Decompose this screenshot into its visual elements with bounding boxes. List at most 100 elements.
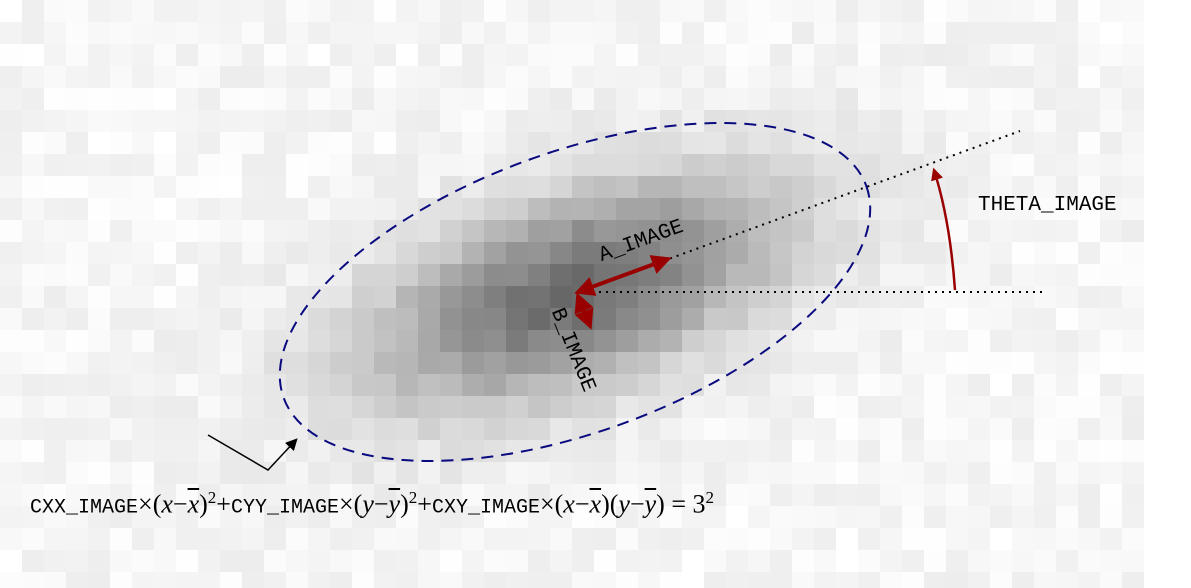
- pixel: [792, 506, 814, 528]
- pixel: [1056, 330, 1078, 352]
- pixel: [0, 374, 22, 396]
- pixel: [616, 506, 638, 528]
- pixel: [924, 484, 946, 506]
- pixel: [242, 462, 264, 484]
- pixel: [902, 88, 924, 110]
- pixel: [1034, 220, 1056, 242]
- pixel: [990, 88, 1012, 110]
- pixel: [858, 352, 880, 374]
- pixel: [374, 418, 396, 440]
- pixel: [308, 572, 330, 588]
- pixel: [990, 418, 1012, 440]
- pointer: [207, 434, 298, 471]
- pixel: [726, 462, 748, 484]
- pixel: [836, 528, 858, 550]
- pixel: [462, 396, 484, 418]
- pixel: [110, 22, 132, 44]
- pixel: [528, 176, 550, 198]
- pixel: [506, 66, 528, 88]
- pixel: [286, 462, 308, 484]
- pixel: [1056, 484, 1078, 506]
- pixel: [220, 44, 242, 66]
- pixel: [748, 330, 770, 352]
- pixel: [176, 572, 198, 588]
- pixel: [88, 484, 110, 506]
- pixel: [594, 220, 616, 242]
- pixel: [484, 462, 506, 484]
- pixel: [88, 198, 110, 220]
- pixel: [550, 484, 572, 506]
- pixel: [1100, 176, 1122, 198]
- pixel: [550, 352, 572, 374]
- pixel: [616, 462, 638, 484]
- pixel: [440, 462, 462, 484]
- pixel: [682, 396, 704, 418]
- pixel: [44, 352, 66, 374]
- pixel: [220, 198, 242, 220]
- pixel: [308, 22, 330, 44]
- pixel: [154, 22, 176, 44]
- pixel: [594, 132, 616, 154]
- pixel: [704, 308, 726, 330]
- pixel: [462, 66, 484, 88]
- pixel: [132, 286, 154, 308]
- pixel: [616, 528, 638, 550]
- pixel: [990, 440, 1012, 462]
- pixel: [132, 484, 154, 506]
- pixel: [198, 572, 220, 588]
- pixel: [572, 88, 594, 110]
- pixel: [0, 242, 22, 264]
- pixel: [528, 0, 550, 22]
- pixel: [484, 374, 506, 396]
- pixel: [638, 440, 660, 462]
- pixel: [0, 110, 22, 132]
- pixel: [682, 110, 704, 132]
- pixel: [330, 44, 352, 66]
- pixel: [1100, 132, 1122, 154]
- pixel: [660, 308, 682, 330]
- pixel: [682, 88, 704, 110]
- pixel: [1056, 110, 1078, 132]
- pixel: [594, 330, 616, 352]
- pixel: [462, 264, 484, 286]
- formula-mean: x: [589, 489, 602, 519]
- pixel: [44, 220, 66, 242]
- pixel: [1078, 330, 1100, 352]
- pixel: [484, 308, 506, 330]
- pixel: [176, 264, 198, 286]
- pixel: [506, 176, 528, 198]
- pixel: [902, 132, 924, 154]
- pixel: [462, 374, 484, 396]
- pixel: [330, 242, 352, 264]
- pixel: [220, 66, 242, 88]
- pixel: [660, 220, 682, 242]
- pixel: [110, 286, 132, 308]
- pixel: [770, 176, 792, 198]
- pixel: [484, 0, 506, 22]
- pixel: [550, 132, 572, 154]
- pixel: [880, 330, 902, 352]
- pixel: [770, 506, 792, 528]
- pixel: [484, 352, 506, 374]
- pixel: [792, 396, 814, 418]
- pixel: [264, 198, 286, 220]
- pixel: [1034, 462, 1056, 484]
- pixel: [704, 528, 726, 550]
- pixel: [374, 22, 396, 44]
- pixel: [1056, 198, 1078, 220]
- pixel: [132, 528, 154, 550]
- pixel: [0, 22, 22, 44]
- pixel: [506, 484, 528, 506]
- pixel: [550, 506, 572, 528]
- pixel: [66, 88, 88, 110]
- pixel: [924, 88, 946, 110]
- pixel: [286, 484, 308, 506]
- pixel: [242, 396, 264, 418]
- pixel: [462, 132, 484, 154]
- pixel: [506, 462, 528, 484]
- pixel: [682, 308, 704, 330]
- pixel: [440, 44, 462, 66]
- pixel: [1078, 66, 1100, 88]
- pixel: [374, 286, 396, 308]
- pixel: [880, 198, 902, 220]
